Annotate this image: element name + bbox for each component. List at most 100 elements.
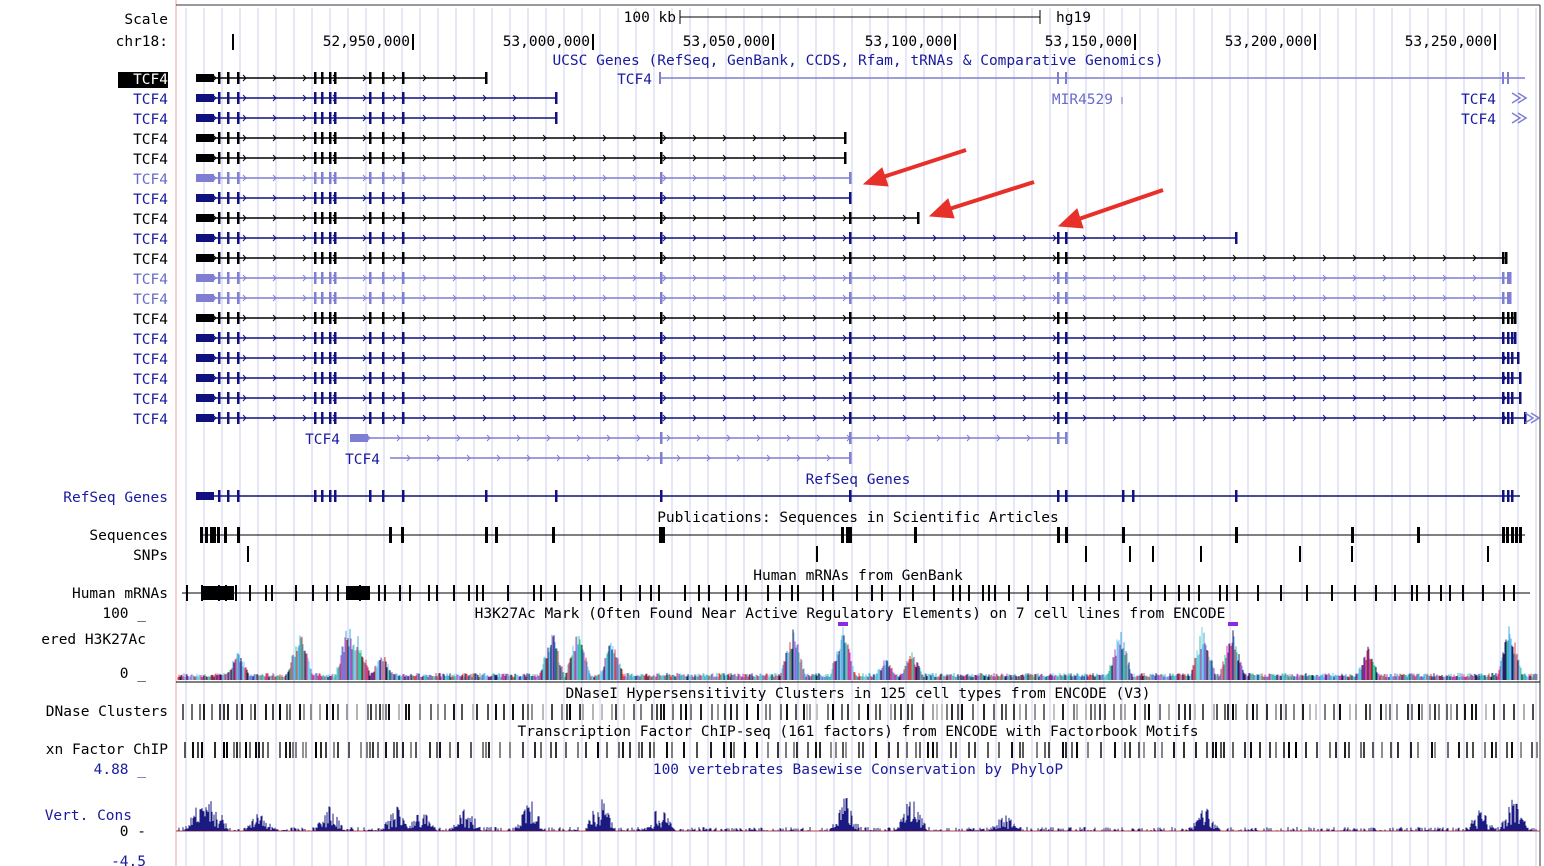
tfbs-mark bbox=[457, 742, 459, 758]
exon-block bbox=[369, 332, 372, 344]
sequence-mark bbox=[213, 527, 216, 543]
conservation-title[interactable]: 100 vertebrates Basewise Conservation by… bbox=[653, 762, 1064, 778]
mrna-mark bbox=[933, 585, 935, 601]
tfbs-mark bbox=[258, 742, 260, 758]
strand-chevron bbox=[1142, 414, 1147, 422]
strand-chevron bbox=[706, 454, 711, 462]
gene-label[interactable]: TCF4 bbox=[133, 272, 168, 288]
snps-label[interactable]: SNPs bbox=[133, 548, 168, 564]
dnase-cluster bbox=[503, 704, 505, 720]
tfbs-track[interactable] bbox=[184, 742, 1538, 758]
tfbs-mark bbox=[499, 742, 501, 758]
refseq-track[interactable] bbox=[196, 490, 1520, 502]
snps-track[interactable] bbox=[247, 546, 1489, 562]
h3k27ac-label[interactable]: ered H3K27Ac bbox=[41, 632, 146, 648]
inline-gene-label[interactable]: TCF4 bbox=[1461, 92, 1496, 108]
dnase-cluster bbox=[907, 704, 909, 720]
conservation-label[interactable]: Vert. Cons bbox=[45, 808, 132, 824]
tfbs-mark bbox=[333, 742, 335, 758]
exon-block bbox=[218, 392, 221, 404]
mrna-title[interactable]: Human mRNAs from GenBank bbox=[753, 568, 963, 584]
exon-block bbox=[369, 392, 372, 404]
publications-title[interactable]: Publications: Sequences in Scientific Ar… bbox=[657, 510, 1059, 526]
refseq-title[interactable]: RefSeq Genes bbox=[806, 472, 911, 488]
strand-chevron bbox=[272, 174, 277, 182]
strand-chevron bbox=[602, 354, 607, 362]
mrna-label[interactable]: Human mRNAs bbox=[72, 586, 168, 602]
inline-gene-label[interactable]: TCF4 bbox=[345, 452, 380, 468]
inline-gene-label[interactable]: TCF4 bbox=[1461, 112, 1496, 128]
strand-chevron bbox=[452, 174, 457, 182]
refseq-label[interactable]: RefSeq Genes bbox=[63, 490, 168, 506]
inline-gene-label[interactable]: TCF4 bbox=[305, 432, 340, 448]
gene-label[interactable]: TCF4 bbox=[133, 332, 168, 348]
ucsc-genes-title[interactable]: UCSC Genes (RefSeq, GenBank, CCDS, Rfam,… bbox=[552, 53, 1163, 69]
exon-block bbox=[402, 232, 405, 244]
sequences-track[interactable] bbox=[200, 527, 1525, 543]
dnase-track[interactable] bbox=[182, 704, 1534, 720]
gene-label-column[interactable]: TCF4 TCF4 TCF4 TCF4 TCF4 TCF4 TCF4 TCF4 TCF4 TCF4… bbox=[133, 72, 168, 428]
inline-gene-label[interactable]: TCF4 bbox=[617, 72, 652, 88]
exon-block bbox=[237, 232, 240, 244]
gene-label[interactable]: TCF4 bbox=[133, 232, 168, 248]
tfbs-mark bbox=[488, 742, 490, 758]
tfbs-mark bbox=[807, 742, 809, 758]
gene-label[interactable]: TCF4 bbox=[133, 152, 168, 168]
gene-label[interactable]: TCF4 bbox=[133, 172, 168, 188]
gene-label[interactable]: TCF4 bbox=[133, 112, 168, 128]
h3k27ac-title[interactable]: H3K27Ac Mark (Often Found Near Active Re… bbox=[475, 606, 1226, 622]
strand-chevron bbox=[1472, 354, 1477, 362]
strand-chevron bbox=[722, 414, 727, 422]
strand-chevron bbox=[1232, 274, 1237, 282]
exon-block bbox=[334, 172, 337, 184]
mrna-track[interactable] bbox=[182, 585, 1530, 601]
sequences-label[interactable]: Sequences bbox=[89, 528, 168, 544]
exon-block bbox=[1057, 352, 1060, 364]
dnase-cluster bbox=[1280, 704, 1282, 720]
exon-block bbox=[382, 332, 385, 344]
dnase-title[interactable]: DNaseI Hypersensitivity Clusters in 125 … bbox=[566, 686, 1151, 702]
exon-block bbox=[334, 192, 337, 204]
exon-block bbox=[218, 152, 221, 164]
tfbs-label[interactable]: xn Factor ChIP bbox=[46, 742, 168, 758]
strand-chevron bbox=[632, 314, 637, 322]
strand-chevron bbox=[692, 214, 697, 222]
gene-label[interactable]: TCF4 bbox=[133, 412, 168, 428]
exon-block bbox=[660, 312, 663, 324]
mrna-mark bbox=[650, 585, 652, 601]
gene-label[interactable]: TCF4 bbox=[133, 372, 168, 388]
exon-block bbox=[329, 272, 332, 284]
gene-label[interactable]: TCF4 bbox=[133, 352, 168, 368]
transcript-rows[interactable] bbox=[196, 72, 1541, 464]
gene-label[interactable]: TCF4 bbox=[133, 292, 168, 308]
gene-label[interactable]: TCF4 bbox=[133, 192, 168, 208]
strand-chevron bbox=[722, 274, 727, 282]
gene-label[interactable]: TCF4 bbox=[133, 132, 168, 148]
gene-label[interactable]: TCF4 bbox=[133, 252, 168, 268]
strand-chevron bbox=[992, 354, 997, 362]
dnase-cluster bbox=[780, 704, 782, 720]
mir4529-label[interactable]: MIR4529 bbox=[1052, 92, 1113, 108]
tfbs-mark bbox=[1295, 742, 1297, 758]
gene-label[interactable]: TCF4 bbox=[133, 212, 168, 228]
strand-chevron bbox=[422, 294, 427, 302]
gene-label[interactable]: TCF4 bbox=[133, 312, 168, 328]
gene-label[interactable]: TCF4 bbox=[133, 392, 168, 408]
h3k27ac-signal[interactable] bbox=[176, 622, 1540, 683]
gene-label[interactable]: TCF4 bbox=[133, 72, 168, 88]
strand-chevron bbox=[422, 374, 427, 382]
strand-chevron bbox=[992, 374, 997, 382]
strand-chevron bbox=[602, 274, 607, 282]
dnase-label[interactable]: DNase Clusters bbox=[46, 704, 168, 720]
gene-label[interactable]: TCF4 bbox=[133, 92, 168, 108]
exon-block bbox=[321, 292, 324, 304]
dnase-cluster bbox=[367, 704, 369, 720]
strand-chevron bbox=[456, 434, 461, 442]
exon-block bbox=[849, 452, 852, 464]
dnase-cluster bbox=[1532, 704, 1534, 720]
strand-chevron bbox=[542, 394, 547, 402]
strand-chevron bbox=[512, 274, 517, 282]
tfbs-title[interactable]: Transcription Factor ChIP-seq (161 facto… bbox=[518, 724, 1199, 740]
conservation-track[interactable] bbox=[176, 798, 1540, 832]
